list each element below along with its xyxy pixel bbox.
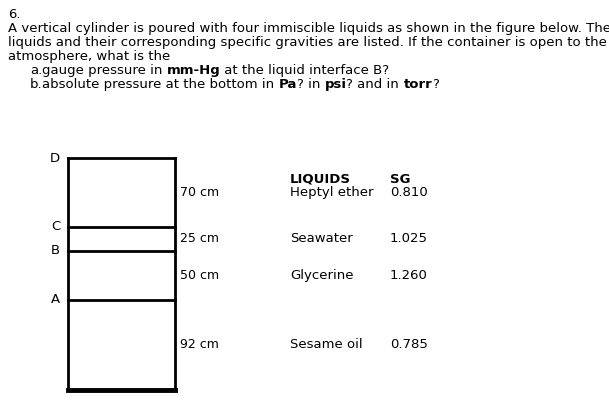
Text: D: D <box>50 151 60 164</box>
Text: Heptyl ether: Heptyl ether <box>290 186 373 199</box>
Text: B: B <box>51 245 60 258</box>
Text: SG: SG <box>390 173 410 186</box>
Text: 1.260: 1.260 <box>390 269 428 282</box>
Text: torr: torr <box>403 78 432 91</box>
Text: ? and in: ? and in <box>347 78 403 91</box>
Text: 70 cm: 70 cm <box>180 186 219 199</box>
Text: 1.025: 1.025 <box>390 232 428 245</box>
Text: at the liquid interface B?: at the liquid interface B? <box>220 64 390 77</box>
Text: psi: psi <box>325 78 347 91</box>
Text: b.: b. <box>30 78 43 91</box>
Text: C: C <box>51 220 60 233</box>
Text: ? in: ? in <box>297 78 325 91</box>
Text: Seawater: Seawater <box>290 232 353 245</box>
Text: Pa: Pa <box>278 78 297 91</box>
Text: mm-Hg: mm-Hg <box>167 64 220 77</box>
Text: LIQUIDS: LIQUIDS <box>290 173 351 186</box>
Text: ?: ? <box>432 78 439 91</box>
Text: liquids and their corresponding specific gravities are listed. If the container : liquids and their corresponding specific… <box>8 36 607 49</box>
Text: 0.810: 0.810 <box>390 186 428 199</box>
Text: 50 cm: 50 cm <box>180 269 219 282</box>
Text: A vertical cylinder is poured with four immiscible liquids as shown in the figur: A vertical cylinder is poured with four … <box>8 22 609 35</box>
Text: a.: a. <box>30 64 42 77</box>
Text: 25 cm: 25 cm <box>180 232 219 245</box>
Text: A: A <box>51 294 60 307</box>
Text: absolute pressure at the bottom in: absolute pressure at the bottom in <box>42 78 278 91</box>
Text: 0.785: 0.785 <box>390 339 428 352</box>
Text: atmosphere, what is the: atmosphere, what is the <box>8 50 171 63</box>
Text: Glycerine: Glycerine <box>290 269 353 282</box>
Text: 92 cm: 92 cm <box>180 339 219 352</box>
Text: Sesame oil: Sesame oil <box>290 339 362 352</box>
Text: gauge pressure in: gauge pressure in <box>42 64 167 77</box>
Text: 6.: 6. <box>8 8 21 21</box>
